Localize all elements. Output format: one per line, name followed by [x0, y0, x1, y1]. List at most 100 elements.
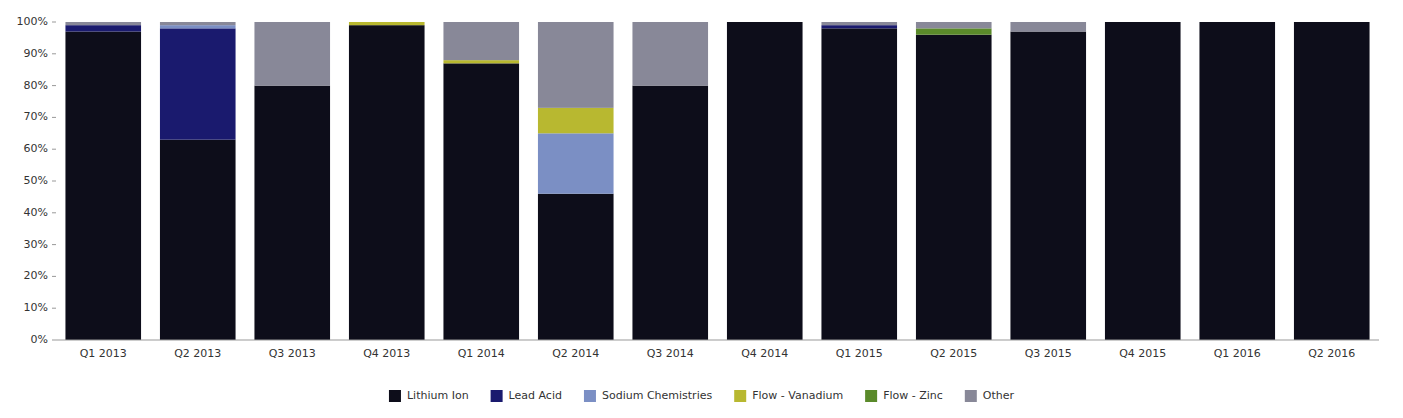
bar-segment	[727, 22, 803, 23]
y-tick	[52, 22, 56, 23]
legend-item: Flow - Zinc	[865, 389, 943, 402]
bar-segment	[1294, 22, 1370, 23]
y-axis: 0%10%20%30%40%50%60%70%80%90%100%	[17, 15, 56, 346]
bar-segment	[1294, 22, 1370, 23]
legend-item: Lead Acid	[491, 389, 562, 402]
x-tick-label: Q1 2015	[836, 347, 883, 360]
bar-segment	[1294, 22, 1370, 23]
x-axis: Q1 2013Q2 2013Q3 2013Q4 2013Q1 2014Q2 20…	[56, 340, 1379, 360]
legend-swatch	[865, 390, 877, 402]
bar-segment	[349, 22, 425, 25]
bar-segment	[821, 28, 897, 340]
chart: 0%10%20%30%40%50%60%70%80%90%100%Q1 2013…	[0, 0, 1403, 418]
x-tick-label: Q4 2015	[1119, 347, 1166, 360]
bar-segment	[538, 194, 614, 340]
bar-segment	[1105, 22, 1181, 23]
bar-segment	[727, 22, 803, 23]
series	[349, 22, 614, 133]
y-tick	[52, 117, 56, 118]
bar-segment	[916, 22, 992, 28]
x-tick-label: Q1 2014	[458, 347, 505, 360]
y-tick-label: 100%	[17, 15, 48, 28]
legend-swatch	[491, 390, 503, 402]
bar-segment	[1010, 32, 1086, 340]
bar-segment	[443, 63, 519, 340]
x-tick-label: Q2 2016	[1308, 347, 1355, 360]
bar-segment	[65, 22, 141, 25]
y-tick	[52, 149, 56, 150]
legend-swatch	[389, 390, 401, 402]
y-tick	[52, 181, 56, 182]
legend-label: Lead Acid	[509, 389, 562, 402]
legend-label: Other	[983, 389, 1015, 402]
bar-segment	[349, 22, 425, 23]
y-tick-label: 90%	[24, 47, 48, 60]
x-axis-line	[56, 340, 1379, 341]
bar-segment	[538, 22, 614, 108]
series	[65, 22, 1086, 108]
legend-item: Other	[965, 389, 1015, 402]
bar-segment	[1010, 22, 1086, 32]
legend-item: Flow - Vanadium	[734, 389, 843, 402]
bar-segment	[1199, 22, 1275, 23]
bar-segment	[1105, 22, 1181, 340]
y-tick-label: 70%	[24, 110, 48, 123]
series	[65, 22, 1369, 340]
page: {"chart_data": {"type": "bar", "stacked"…	[0, 0, 1403, 418]
bar-segment	[1199, 22, 1275, 23]
y-tick	[52, 340, 56, 341]
bar-segment	[349, 22, 425, 23]
bar-segment	[727, 22, 803, 23]
y-tick-label: 80%	[24, 79, 48, 92]
bar-segment	[1105, 22, 1181, 23]
x-tick-label: Q2 2013	[174, 347, 221, 360]
y-tick-label: 30%	[24, 238, 48, 251]
bar-segment	[821, 25, 897, 28]
y-tick	[52, 85, 56, 86]
bar-segment	[65, 32, 141, 340]
bar-segment	[1199, 22, 1275, 23]
bar-segment	[1105, 22, 1181, 23]
bar-segment	[254, 86, 330, 340]
x-tick-label: Q2 2014	[552, 347, 599, 360]
bar-segment	[1105, 22, 1181, 23]
legend-swatch	[734, 390, 746, 402]
bars	[65, 22, 1369, 340]
bar-segment	[916, 35, 992, 340]
bar-segment	[160, 28, 236, 139]
y-tick	[52, 244, 56, 245]
bar-segment	[1294, 22, 1370, 23]
y-tick-label: 40%	[24, 206, 48, 219]
x-tick-label: Q3 2015	[1025, 347, 1072, 360]
x-tick-label: Q1 2016	[1214, 347, 1261, 360]
bar-segment	[727, 22, 803, 23]
x-tick-label: Q1 2013	[80, 347, 127, 360]
bar-segment	[538, 108, 614, 133]
bar-segment	[443, 22, 519, 60]
bar-segment	[160, 25, 236, 28]
bar-segment	[1199, 22, 1275, 23]
bar-segment	[632, 86, 708, 340]
bar-segment	[1105, 22, 1181, 23]
legend-item: Lithium Ion	[389, 389, 469, 402]
y-tick	[52, 53, 56, 54]
y-tick-label: 20%	[24, 269, 48, 282]
x-tick-label: Q4 2013	[363, 347, 410, 360]
legend-label: Flow - Vanadium	[752, 389, 843, 402]
legend-swatch	[584, 390, 596, 402]
legend-label: Sodium Chemistries	[602, 389, 713, 402]
bar-segment	[160, 140, 236, 340]
y-tick-label: 50%	[24, 174, 48, 187]
y-tick-label: 10%	[24, 301, 48, 314]
bar-segment	[160, 22, 236, 25]
legend-label: Flow - Zinc	[883, 389, 943, 402]
bar-segment	[1199, 22, 1275, 340]
y-tick	[52, 276, 56, 277]
series	[916, 28, 992, 34]
legend: Lithium Ion Lead Acid Sodium Chemistries Fl…	[389, 389, 1015, 402]
bar-segment	[538, 133, 614, 193]
bar-segment	[443, 60, 519, 63]
y-tick-label: 0%	[31, 333, 48, 346]
legend-label: Lithium Ion	[407, 389, 469, 402]
bar-segment	[632, 22, 708, 86]
